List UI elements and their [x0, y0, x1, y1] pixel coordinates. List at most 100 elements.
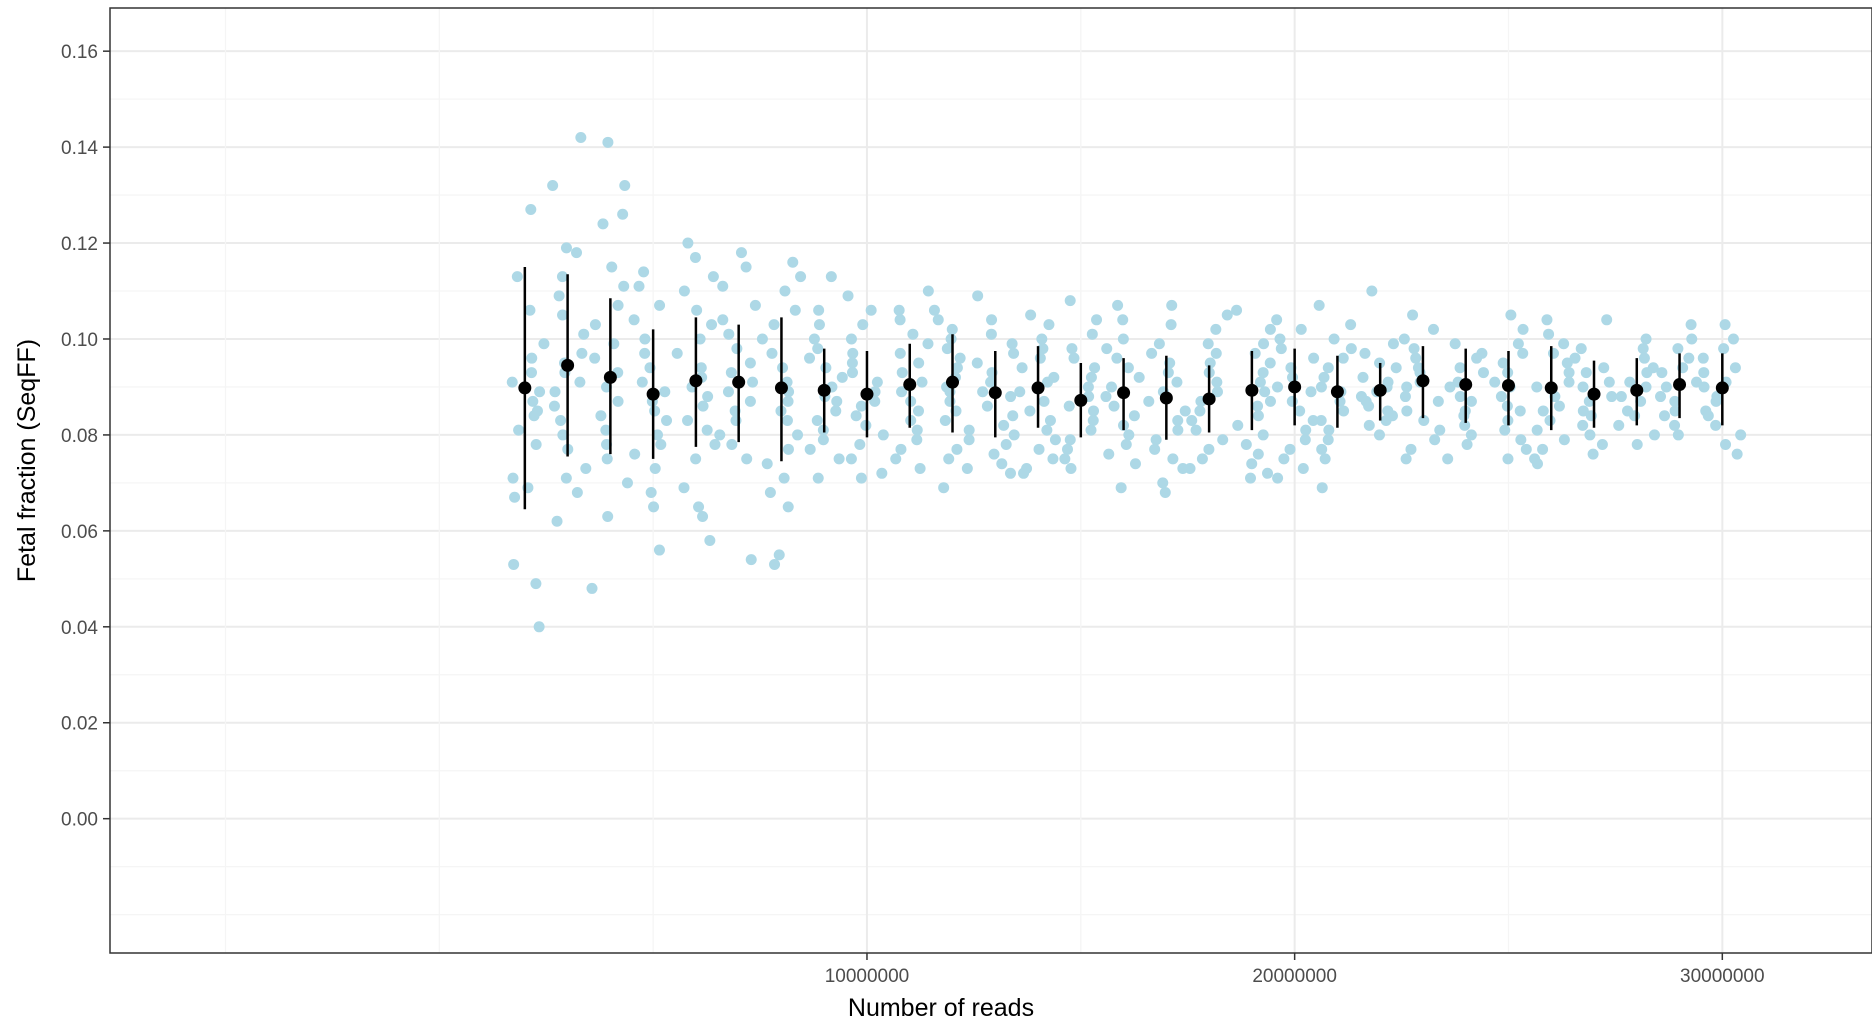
data-point [1719, 319, 1731, 331]
mean-point [1330, 385, 1344, 399]
data-point [1359, 347, 1371, 359]
data-point [1041, 424, 1053, 436]
data-point [1345, 319, 1357, 331]
data-point [756, 333, 768, 345]
data-point [769, 558, 781, 570]
data-point [1702, 410, 1714, 422]
mean-point [903, 378, 917, 392]
data-point [830, 405, 842, 417]
data-point [1598, 362, 1610, 374]
data-point [928, 304, 940, 316]
data-point [1159, 486, 1171, 498]
data-point [1697, 352, 1709, 364]
data-point [1640, 333, 1652, 345]
data-point [941, 343, 953, 355]
data-point [1380, 415, 1392, 427]
mean-point [774, 381, 788, 395]
data-point [1065, 463, 1077, 475]
data-point [628, 314, 640, 326]
data-point [578, 328, 590, 340]
data-point [735, 247, 747, 259]
data-point [506, 376, 518, 388]
data-point [1641, 367, 1653, 379]
data-point [1444, 381, 1456, 393]
data-point [671, 347, 683, 359]
data-point [1246, 458, 1258, 470]
data-point [1194, 405, 1206, 417]
data-point [526, 352, 538, 364]
data-point [773, 549, 785, 561]
data-point [813, 304, 825, 316]
mean-point [1117, 386, 1131, 400]
data-point [1063, 400, 1075, 412]
data-point [808, 333, 820, 345]
data-point [1577, 405, 1589, 417]
data-point [1520, 443, 1532, 455]
data-point [1047, 453, 1059, 465]
data-point [782, 443, 794, 455]
data-point [1537, 443, 1549, 455]
data-point [1537, 405, 1549, 417]
data-point [1133, 371, 1145, 383]
data-point [869, 395, 881, 407]
mean-point [1544, 381, 1558, 395]
data-point [1043, 319, 1055, 331]
data-point [894, 314, 906, 326]
data-point [1615, 391, 1627, 403]
data-point [659, 386, 671, 398]
mean-point [1288, 380, 1302, 394]
y-axis: 0.00 0.02 0.04 0.06 0.08 0.10 0.12 0.14 0.16 [61, 42, 110, 831]
data-point [1319, 453, 1331, 465]
data-point [697, 510, 709, 522]
data-point [1398, 333, 1410, 345]
data-point [524, 304, 536, 316]
data-point [633, 280, 645, 292]
data-point [1275, 343, 1287, 355]
data-point [811, 415, 823, 427]
data-point [1112, 299, 1124, 311]
data-point [1401, 381, 1413, 393]
data-point [945, 333, 957, 345]
data-point [1129, 458, 1141, 470]
data-point [1672, 429, 1684, 441]
data-point [589, 352, 601, 364]
data-point [1517, 347, 1529, 359]
data-point [526, 367, 538, 379]
data-point [1580, 367, 1592, 379]
data-point [1259, 386, 1271, 398]
data-point [1606, 391, 1618, 403]
data-point [1669, 419, 1681, 431]
data-point [1710, 395, 1722, 407]
data-point [618, 280, 630, 292]
data-point [787, 256, 799, 268]
data-point [977, 386, 989, 398]
data-point [1286, 395, 1298, 407]
data-point [1418, 415, 1430, 427]
data-point [1316, 443, 1328, 455]
data-point [939, 415, 951, 427]
data-point [1357, 371, 1369, 383]
data-point [963, 434, 975, 446]
data-point [850, 410, 862, 422]
mean-point [860, 387, 874, 401]
data-point [1345, 343, 1357, 355]
data-point [1171, 376, 1183, 388]
data-point [792, 429, 804, 441]
y-tick-label: 0.10 [61, 330, 98, 351]
mean-point [1715, 381, 1729, 395]
mean-point [603, 370, 617, 384]
data-point [527, 395, 539, 407]
data-point [1669, 405, 1681, 417]
data-point [1434, 424, 1446, 436]
data-point [778, 472, 790, 484]
data-point [534, 386, 546, 398]
data-point [1655, 391, 1667, 403]
data-point [555, 415, 567, 427]
data-point [1429, 434, 1441, 446]
data-point [1257, 429, 1269, 441]
data-point [709, 439, 721, 451]
data-point [1531, 424, 1543, 436]
data-point [1059, 453, 1071, 465]
data-point [1442, 453, 1454, 465]
data-point [580, 463, 592, 475]
